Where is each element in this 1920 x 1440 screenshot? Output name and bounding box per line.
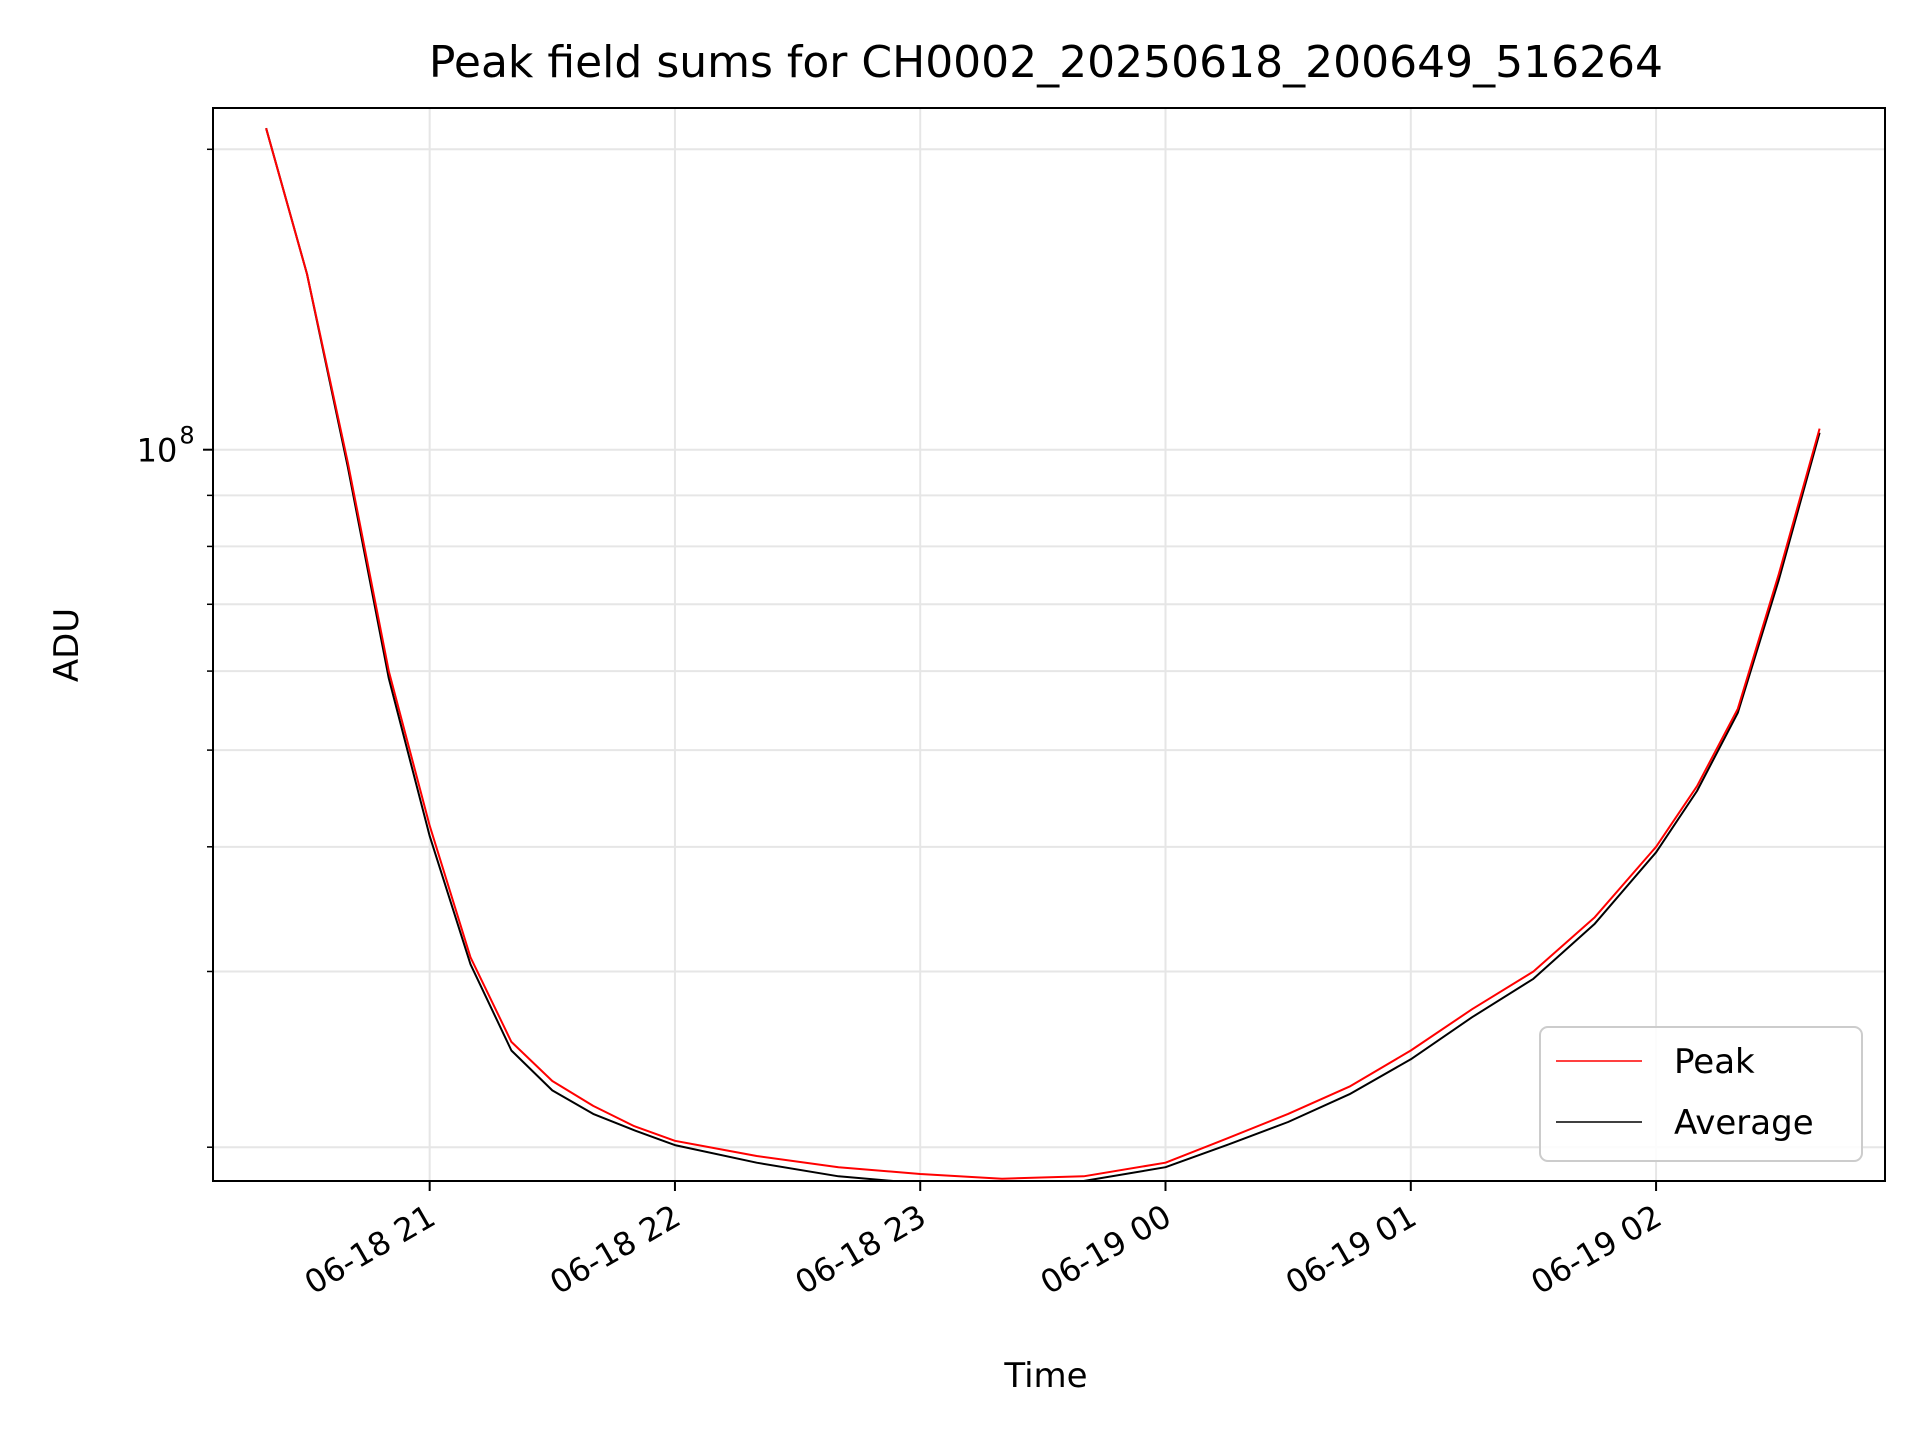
x-axis-label: Time	[1003, 1356, 1087, 1396]
grid-lines	[213, 108, 1885, 1181]
series-lines	[265, 127, 1821, 1181]
y-tick-label-exponent: 8	[179, 422, 194, 450]
legend-label-peak: Peak	[1674, 1042, 1755, 1082]
plot-area	[212, 107, 1886, 1182]
chart-title: Peak field sums for CH0002_20250618_2006…	[429, 37, 1663, 88]
y-tick-label: 10	[137, 432, 178, 470]
series-line-average	[265, 127, 1821, 1181]
y-axis-label: ADU	[47, 608, 87, 682]
series-line-peak	[265, 127, 1821, 1180]
legend-label-average: Average	[1674, 1103, 1814, 1143]
legend: Peak Average	[1539, 1026, 1863, 1162]
y-axis: 10 8	[137, 148, 213, 1148]
